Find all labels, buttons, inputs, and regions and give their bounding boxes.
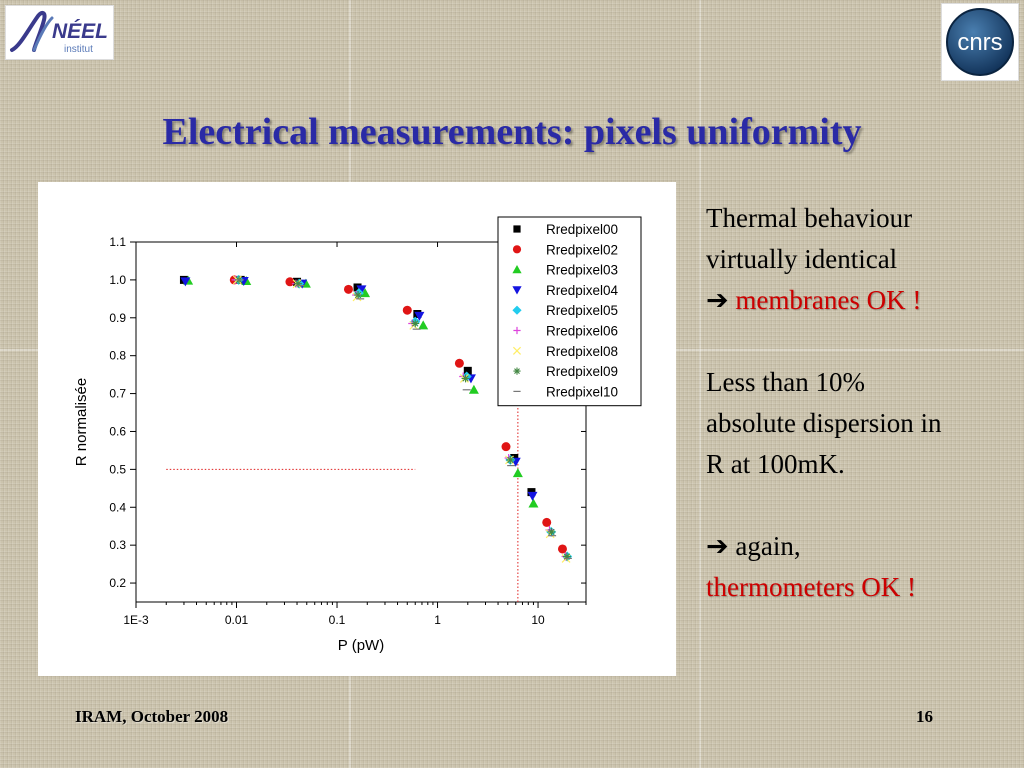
neel-logo-subtext: institut <box>64 44 93 55</box>
side-notes: Thermal behaviour virtually identical ➔ … <box>706 198 1016 608</box>
data-point <box>468 384 479 394</box>
slide-number: 16 <box>916 707 933 726</box>
data-point <box>547 527 556 536</box>
data-point <box>463 366 472 375</box>
y-axis-label: R normalisée <box>73 378 90 466</box>
note-conclusion: ➔ membranes OK ! <box>706 280 1016 321</box>
legend-marker <box>512 305 522 315</box>
legend-marker <box>512 346 522 355</box>
data-point <box>411 319 420 328</box>
data-point <box>527 491 538 501</box>
x-tick-label: 0.1 <box>329 613 346 627</box>
legend-label: Rredpixel09 <box>546 364 618 379</box>
x-tick-label: 1E-3 <box>123 613 149 627</box>
x-tick-label: 1 <box>434 613 441 627</box>
y-tick-label: 0.8 <box>109 349 126 363</box>
data-point <box>528 498 539 508</box>
data-point <box>562 552 571 561</box>
footer-event: IRAM, October 2008 <box>75 707 229 726</box>
series-Rredpixel10 <box>235 279 572 560</box>
cnrs-logo-text: cnrs <box>957 29 1002 56</box>
note-line: absolute dispersion in <box>706 408 942 438</box>
neel-logo-text: NÉEL <box>52 20 108 43</box>
legend-label: Rredpixel03 <box>546 263 618 278</box>
legend-label: Rredpixel08 <box>546 344 618 359</box>
note-text: again, <box>735 531 801 561</box>
data-point <box>294 279 303 288</box>
data-point <box>557 544 567 554</box>
y-tick-label: 0.2 <box>109 576 126 590</box>
legend-marker <box>512 286 522 295</box>
x-tick-label: 10 <box>531 613 545 627</box>
legend-label: Rredpixel00 <box>546 222 618 237</box>
chart-legend: Rredpixel00 Rredpixel02 Rredpixel03 Rredpix… <box>497 216 642 407</box>
y-tick-label: 0.3 <box>109 538 126 552</box>
series-Rredpixel03 <box>183 275 539 508</box>
data-point <box>402 305 412 315</box>
data-point <box>506 455 515 464</box>
data-point <box>353 283 362 292</box>
note-line: Thermal behaviour <box>706 203 913 233</box>
series-Rredpixel02 <box>229 275 567 554</box>
slide-title: Electrical measurements: pixels uniformi… <box>162 111 862 153</box>
data-point <box>454 358 464 368</box>
note-line: ➔ again, <box>706 526 1016 567</box>
reference-lines <box>166 389 519 602</box>
scatter-chart: 1E-3 0.01 0.1 1 10 0.2 0.3 0.4 0.5 0.6 0.7 0.8 0.9 1.… <box>73 216 642 654</box>
legend-marker <box>512 245 522 254</box>
legend-label: Rredpixel10 <box>546 384 618 399</box>
neel-institut-logo: NÉEL institut <box>5 5 114 60</box>
legend-marker <box>513 367 521 375</box>
data-point <box>360 288 371 298</box>
cnrs-logo: cnrs <box>941 3 1019 81</box>
series-Rredpixel04 <box>180 277 538 501</box>
legend-marker <box>513 326 521 335</box>
data-point <box>356 285 367 295</box>
y-tick-label: 0.7 <box>109 387 126 401</box>
y-tick-label: 0.5 <box>109 462 126 476</box>
y-tick-label: 1.0 <box>109 273 126 287</box>
note-conclusion: thermometers OK ! <box>706 567 1016 608</box>
highlight-text: membranes OK ! <box>735 285 922 315</box>
note-line: virtually identical <box>706 244 898 274</box>
chart-panel: 1E-3 0.01 0.1 1 10 0.2 0.3 0.4 0.5 0.6 0.7 0.8 0.9 1.… <box>38 182 676 676</box>
y-tick-label: 0.4 <box>109 500 126 514</box>
data-point <box>285 277 295 287</box>
legend-box <box>497 216 642 407</box>
legend-label: Rredpixel06 <box>546 324 618 339</box>
data-point <box>461 374 470 383</box>
data-point <box>501 442 511 452</box>
data-point <box>418 320 429 330</box>
x-axis-label: P (pW) <box>338 637 384 654</box>
chart-axes: 1E-3 0.01 0.1 1 10 0.2 0.3 0.4 0.5 0.6 0.7 0.8 0.9 1.… <box>109 235 587 627</box>
series-Rredpixel00 <box>179 275 536 497</box>
data-point <box>542 517 552 527</box>
note-line: R at 100mK. <box>706 449 845 479</box>
arrow-icon: ➔ <box>706 531 729 561</box>
data-point <box>414 311 425 321</box>
highlight-text: thermometers OK ! <box>706 572 916 602</box>
cnrs-logo-graphic: cnrs <box>946 8 1014 76</box>
data-point <box>343 284 353 294</box>
x-tick-label: 0.01 <box>225 613 249 627</box>
data-point <box>352 292 362 302</box>
note-line: Less than 10% <box>706 367 865 397</box>
plot-frame <box>135 241 587 603</box>
legend-label: Rredpixel05 <box>546 303 618 318</box>
legend-label: Rredpixel02 <box>546 242 618 257</box>
legend-label: Rredpixel04 <box>546 283 619 298</box>
data-point <box>512 468 523 478</box>
y-tick-label: 0.6 <box>109 424 126 438</box>
legend-marker <box>512 265 522 274</box>
y-tick-label: 1.1 <box>109 235 126 249</box>
data-point <box>180 277 191 287</box>
y-tick-label: 0.9 <box>109 311 126 325</box>
neel-logo-graphic: NÉEL institut <box>10 10 108 55</box>
legend-marker <box>513 225 521 233</box>
arrow-icon: ➔ <box>706 285 729 315</box>
data-point <box>354 291 363 300</box>
chart-marks <box>179 274 573 563</box>
